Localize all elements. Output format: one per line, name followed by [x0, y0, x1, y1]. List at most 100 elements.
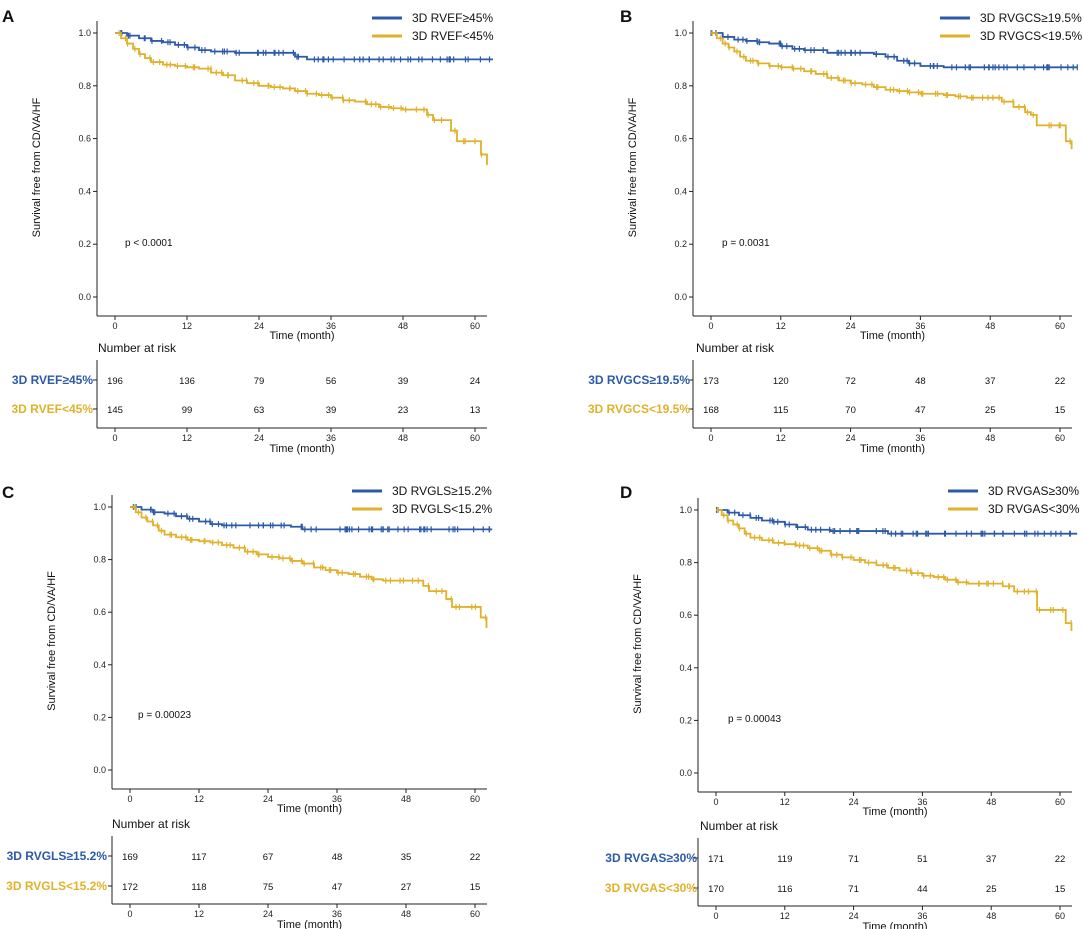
- x-tick-label: 48: [401, 794, 411, 804]
- risk-count: 15: [470, 882, 481, 893]
- y-tick-label: 0.4: [674, 186, 687, 196]
- panel-c: C 0.0 0.2 0.4 0.6 0.8 1.0 0 12 24 36 48 60 Time (mont…: [2, 483, 493, 929]
- y-tick-label: 1.0: [679, 505, 692, 515]
- risk-count: 136: [179, 376, 195, 387]
- x-axis-title: Time (month): [863, 806, 928, 818]
- risk-x-tick-label: 12: [194, 909, 204, 919]
- risk-count: 70: [845, 405, 856, 416]
- risk-count: 71: [848, 884, 859, 895]
- risk-count: 67: [263, 852, 274, 863]
- risk-row-label-high: 3D RVGLS≥15.2%: [7, 849, 108, 863]
- y-axis-title: Survival free from CD/VA/HF: [632, 574, 644, 714]
- risk-count: 120: [773, 376, 789, 387]
- risk-count: 15: [1055, 405, 1066, 416]
- risk-count: 115: [773, 405, 788, 416]
- legend-label-low: 3D RVGCS<19.5%: [980, 29, 1082, 43]
- risk-count: 99: [182, 405, 193, 416]
- x-tick-label: 0: [127, 794, 132, 804]
- censor-marks-low: [716, 507, 1072, 627]
- y-tick-label: 1.0: [674, 28, 687, 38]
- survival-curve-low: [711, 32, 1073, 150]
- y-tick-label: 0.0: [674, 292, 687, 302]
- risk-count: 15: [1055, 884, 1066, 895]
- y-tick-label: 0.0: [78, 292, 91, 302]
- risk-count: 25: [986, 884, 997, 895]
- risk-row-label-low: 3D RVGLS<15.2%: [6, 879, 107, 893]
- y-tick-label: 0.6: [93, 607, 106, 617]
- risk-x-tick-label: 24: [849, 911, 859, 921]
- y-tick-label: 0.2: [674, 239, 687, 249]
- y-tick-label: 1.0: [93, 502, 106, 512]
- y-tick-label: 0.6: [679, 610, 692, 620]
- risk-x-tick-label: 60: [1055, 433, 1065, 443]
- risk-x-tick-label: 60: [470, 433, 480, 443]
- legend-label-high: 3D RVGCS≥19.5%: [980, 11, 1082, 25]
- risk-count: 173: [703, 376, 719, 387]
- legend-label-high: 3D RVGLS≥15.2%: [392, 484, 492, 498]
- risk-count: 23: [398, 405, 409, 416]
- risk-x-tick-label: 60: [1055, 911, 1065, 921]
- legend-label-low: 3D RVEF<45%: [412, 29, 494, 43]
- risk-count: 51: [917, 854, 928, 865]
- risk-count: 27: [401, 882, 412, 893]
- x-tick-label: 12: [776, 321, 786, 331]
- risk-count: 145: [107, 405, 123, 416]
- risk-table-title: Number at risk: [98, 341, 177, 355]
- risk-x-tick-label: 36: [915, 433, 925, 443]
- risk-row-label-high: 3D RVGAS≥30%: [605, 851, 697, 865]
- risk-row-label-high: 3D RVEF≥45%: [12, 373, 93, 387]
- risk-count: 25: [985, 405, 996, 416]
- x-tick-label: 24: [846, 321, 856, 331]
- y-tick-label: 0.2: [679, 715, 692, 725]
- censor-marks-high: [715, 507, 1071, 537]
- risk-count: 39: [326, 405, 337, 416]
- risk-x-tick-label: 0: [127, 909, 132, 919]
- risk-count: 168: [703, 405, 719, 416]
- y-tick-label: 0.8: [674, 81, 687, 91]
- x-tick-label: 60: [470, 794, 480, 804]
- risk-count: 47: [332, 882, 343, 893]
- x-tick-label: 36: [915, 321, 925, 331]
- risk-count: 63: [254, 405, 265, 416]
- risk-row-label-low: 3D RVEF<45%: [12, 402, 94, 416]
- risk-count: 24: [470, 376, 481, 387]
- x-tick-label: 48: [398, 321, 408, 331]
- risk-count: 44: [917, 884, 928, 895]
- x-tick-label: 12: [780, 797, 790, 807]
- x-tick-label: 60: [1055, 797, 1065, 807]
- risk-x-tick-label: 36: [332, 909, 342, 919]
- panel-d: D 0.0 0.2 0.4 0.6 0.8 1.0 0 12 24 36 48 60 Time (mont…: [605, 483, 1080, 929]
- risk-count: 71: [848, 854, 859, 865]
- y-tick-label: 0.0: [679, 768, 692, 778]
- risk-row-label-high: 3D RVGCS≥19.5%: [588, 373, 690, 387]
- censor-marks-low: [133, 504, 487, 621]
- y-tick-label: 0.2: [78, 239, 91, 249]
- y-tick-label: 0.4: [679, 663, 692, 673]
- censor-marks-low: [118, 30, 483, 158]
- risk-x-tick-label: 48: [986, 911, 996, 921]
- risk-count: 170: [708, 884, 724, 895]
- legend-label-high: 3D RVEF≥45%: [412, 11, 493, 25]
- x-tick-label: 24: [254, 321, 264, 331]
- censor-marks-high: [710, 30, 1078, 71]
- y-tick-label: 0.2: [93, 712, 106, 722]
- risk-x-axis-title: Time (month): [863, 921, 928, 929]
- risk-x-tick-label: 12: [776, 433, 786, 443]
- survival-curve-low: [130, 506, 488, 628]
- risk-count: 22: [1055, 376, 1066, 387]
- censor-marks-high: [132, 504, 491, 533]
- panel-a: A 0.0 0.2 0.4 0.6 0.8 1.0 0 12 24 36 48 60 Time (mont…: [2, 7, 494, 455]
- x-tick-label: 0: [708, 321, 713, 331]
- x-tick-label: 12: [194, 794, 204, 804]
- x-tick-label: 36: [326, 321, 336, 331]
- risk-count: 37: [986, 854, 997, 865]
- x-axis-title: Time (month): [270, 330, 335, 342]
- legend-label-low: 3D RVGLS<15.2%: [392, 502, 493, 516]
- risk-row-label-low: 3D RVGCS<19.5%: [588, 402, 690, 416]
- risk-x-tick-label: 24: [254, 433, 264, 443]
- panel-letter: C: [2, 483, 14, 502]
- x-axis-title: Time (month): [277, 803, 342, 815]
- risk-table-title: Number at risk: [696, 341, 775, 355]
- risk-x-axis-title: Time (month): [860, 443, 925, 455]
